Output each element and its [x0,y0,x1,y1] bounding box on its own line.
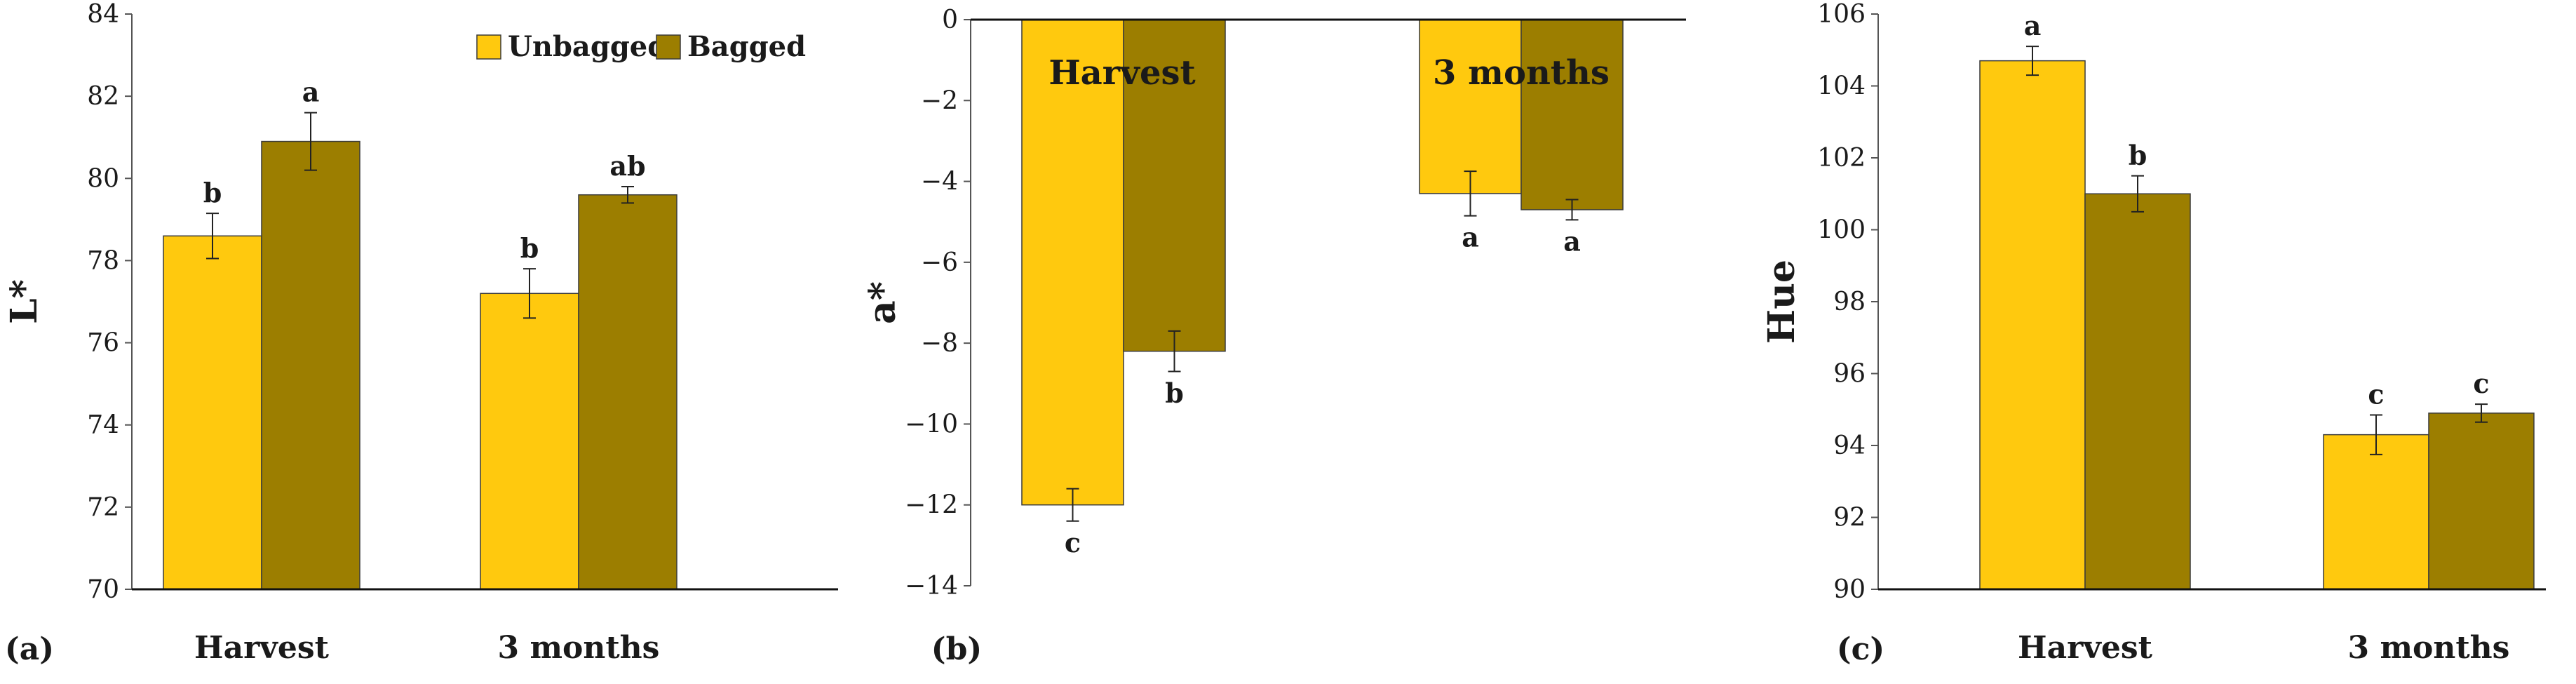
significance-letter: a [302,76,320,108]
panel-label: (a) [5,631,54,667]
y-tick-label: −8 [921,329,958,358]
y-tick-label: 96 [1833,360,1866,389]
significance-letter: a [1563,225,1581,257]
y-tick-label: 94 [1833,431,1866,460]
significance-letter: c [2368,378,2384,410]
a-star-chart: 0 −2 −4 −6 −8 −10 −12 −14 a* c b Harvest a a 3 months (… [861,6,1686,667]
panel-label: (c) [1837,631,1884,667]
y-tick-label: 74 [87,411,119,440]
y-tick-label: 102 [1817,144,1866,173]
bar-bagged-3-months [578,194,677,590]
y-tick-label: −4 [921,168,958,196]
bar-unbagged-harvest [1979,60,2086,590]
y-tick-label: −12 [905,491,958,520]
significance-letter: a [2024,10,2042,41]
y-tick-label: −2 [921,86,958,115]
legend-swatch-bagged [656,34,681,60]
significance-letter: b [2129,140,2147,171]
y-tick-label: 100 [1817,216,1866,245]
y-tick-label: 104 [1817,72,1866,101]
significance-letter: b [203,177,222,208]
y-axis-label: Hue [1760,260,1803,344]
legend-label-unbagged: Unbagged [508,30,667,63]
legend-swatch-unbagged [476,34,501,60]
bar-bagged-harvest [1123,19,1226,352]
category-label: Harvest [2018,630,2153,666]
y-tick-label: 106 [1817,0,1866,29]
bar-bagged-harvest [261,140,360,590]
y-tick-label: 84 [87,0,119,29]
category-label: Harvest [194,630,330,666]
category-label: 3 months [498,630,660,666]
significance-letter: c [2473,368,2489,399]
y-tick-label: 98 [1833,288,1866,316]
significance-letter: b [1165,377,1184,408]
bar-unbagged-3-months [2323,434,2429,590]
y-tick-label: 0 [942,6,958,34]
bar-bagged-3-months [1520,19,1624,210]
y-tick-label: −14 [905,572,958,601]
panel-c: 90 92 94 96 98 100 102 104 106 Hue a b Harvest c c 3 mo… [1717,0,2576,684]
y-tick-label: 92 [1833,504,1866,532]
y-axis-label: a* [861,281,904,324]
category-label: Harvest [1048,53,1195,93]
y-tick-label: 72 [87,493,119,522]
y-tick-label: 82 [87,82,119,111]
y-tick-label: −6 [921,248,958,277]
bar-unbagged-3-months [480,293,579,590]
bar-bagged-harvest [2084,193,2191,590]
panel-label: (b) [931,631,982,667]
significance-letter: b [520,232,539,264]
lightness-chart: 70 72 74 76 78 80 82 84 L* b a Harvest b ab 3 months (a… [3,0,838,667]
bar-unbagged-3-months [1419,19,1522,194]
y-tick-label: 76 [87,329,119,358]
bar-bagged-3-months [2428,413,2535,590]
bar-unbagged-harvest [1021,19,1124,506]
y-tick-label: 78 [87,246,119,275]
significance-letter: ab [609,150,645,182]
significance-letter: a [1462,222,1479,253]
y-tick-label: 80 [87,164,119,193]
y-tick-label: 90 [1833,575,1866,604]
bar-unbagged-harvest [163,235,262,590]
significance-letter: c [1065,527,1081,558]
panel-a: 70 72 74 76 78 80 82 84 L* b a Harvest b ab 3 months (a… [0,0,858,684]
y-tick-label: 70 [87,575,119,604]
legend-label-bagged: Bagged [687,30,806,63]
category-label: 3 months [2348,630,2510,666]
category-label: 3 months [1433,53,1610,93]
y-tick-label: −10 [905,410,958,438]
y-axis-label: L* [3,279,46,324]
panel-b: 0 −2 −4 −6 −8 −10 −12 −14 a* c b Harvest a a 3 months (… [858,0,1717,684]
hue-chart: 90 92 94 96 98 100 102 104 106 Hue a b Harvest c c 3 mo… [1760,0,2546,667]
